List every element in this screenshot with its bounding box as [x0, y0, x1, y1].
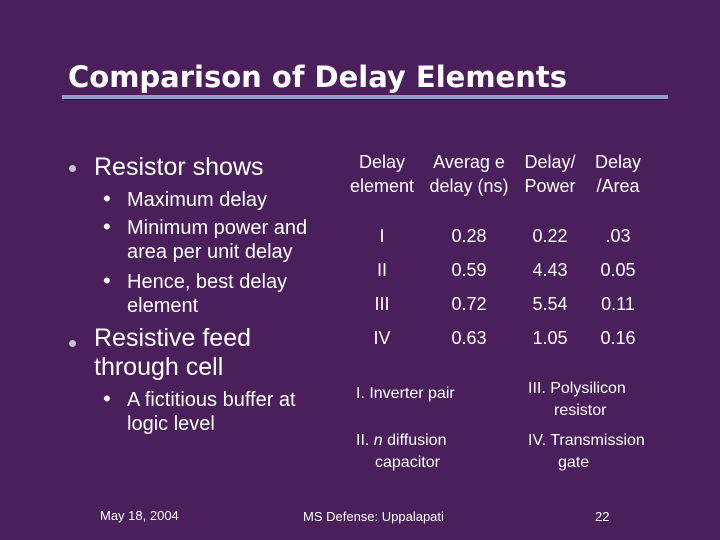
note-transmission: IV. Transmission — [528, 432, 645, 449]
header-delay-area: Delay /Area — [594, 152, 642, 196]
sub-bullet-icon: • — [103, 386, 111, 411]
note-n-diffusion-line2: capacitor — [375, 454, 440, 471]
subitem-best-delay: Hence, best delay element — [127, 271, 288, 317]
slide-title: Comparison of Delay Elements — [68, 60, 567, 94]
note-inverter-pair: I. Inverter pair — [356, 385, 455, 402]
table-cell: III — [374, 294, 390, 314]
table-row: II 0.59 4.43 0.05 — [336, 260, 646, 294]
table-cell: .03 — [605, 226, 631, 246]
table-cell: 0.22 — [532, 226, 568, 246]
title-underline-shadow — [62, 99, 668, 100]
table-cell: 0.72 — [451, 294, 487, 314]
page-number: 22 — [595, 509, 610, 524]
header-delay-power: Delay/ Power — [524, 152, 576, 196]
bullet-feedthrough: Resistive feed through cell — [94, 324, 252, 381]
footer-date: May 18, 2004 — [100, 508, 179, 523]
title-underline — [62, 95, 668, 99]
table-cell: 5.54 — [532, 294, 568, 314]
table-cell: 0.28 — [451, 226, 487, 246]
bullet-dot-icon — [69, 340, 76, 347]
table-cell: I — [379, 226, 385, 246]
note-n-diffusion: II. n diffusion — [356, 430, 496, 452]
table-cell: 0.63 — [451, 328, 487, 348]
table-header-row: Delay element Averag e delay (ns) Delay/… — [336, 150, 646, 226]
table-row: III 0.72 5.54 0.11 — [336, 294, 646, 328]
sub-bullet-icon: • — [103, 268, 111, 293]
note-polysilicon: III. Polysilicon — [528, 380, 626, 397]
footer-title: MS Defense: Uppalapati — [303, 509, 444, 524]
sub-bullet-icon: • — [103, 186, 111, 211]
subitem-fictitious-buffer: A fictitious buffer at logic level — [127, 389, 296, 435]
table-row: I 0.28 0.22 .03 — [336, 226, 646, 260]
delay-comparison-table: Delay element Averag e delay (ns) Delay/… — [336, 150, 646, 362]
note-n-diffusion-prefix: II. — [356, 432, 370, 449]
note-transmission-line2: gate — [558, 454, 590, 471]
header-average-delay: Averag e delay (ns) — [429, 152, 509, 196]
bullet-dot-icon — [69, 165, 76, 172]
table-cell: 0.05 — [600, 260, 636, 280]
table-row: IV 0.63 1.05 0.16 — [336, 328, 646, 362]
table-cell: 0.59 — [451, 260, 487, 280]
note-polysilicon-line2: resistor — [554, 402, 607, 419]
table-cell: 0.16 — [600, 328, 636, 348]
table-cell: II — [376, 260, 387, 280]
sub-bullet-icon: • — [103, 214, 111, 239]
bullet-resistor: Resistor shows — [94, 153, 264, 181]
table-cell: 1.05 — [532, 328, 568, 348]
subitem-min-power: Minimum power and area per unit delay — [127, 217, 308, 263]
table-cell: 0.11 — [601, 294, 635, 314]
table-cell: 4.43 — [532, 260, 568, 280]
note-n-diffusion-italic: n — [373, 432, 383, 449]
note-n-diffusion-rest: diffusion — [387, 432, 447, 449]
subitem-max-delay: Maximum delay — [127, 189, 268, 211]
table-cell: IV — [373, 328, 391, 348]
header-delay-element: Delay element — [349, 152, 415, 196]
